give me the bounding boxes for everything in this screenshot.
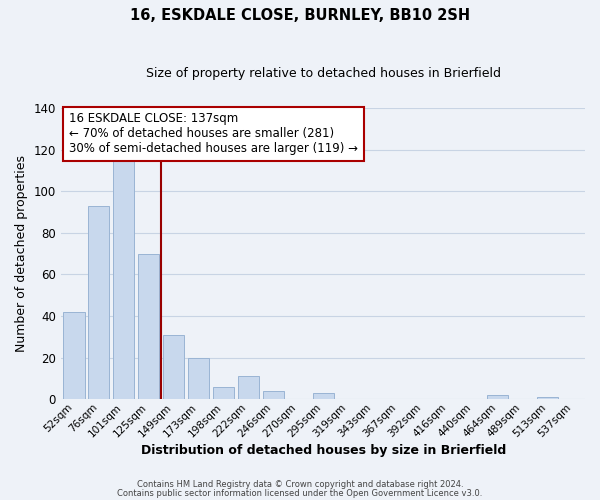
Text: Contains public sector information licensed under the Open Government Licence v3: Contains public sector information licen… bbox=[118, 488, 482, 498]
X-axis label: Distribution of detached houses by size in Brierfield: Distribution of detached houses by size … bbox=[140, 444, 506, 458]
Title: Size of property relative to detached houses in Brierfield: Size of property relative to detached ho… bbox=[146, 68, 501, 80]
Bar bbox=[313, 393, 334, 400]
Bar bbox=[213, 387, 234, 400]
Text: Contains HM Land Registry data © Crown copyright and database right 2024.: Contains HM Land Registry data © Crown c… bbox=[137, 480, 463, 489]
Bar bbox=[64, 312, 85, 400]
Bar bbox=[113, 158, 134, 400]
Bar bbox=[238, 376, 259, 400]
Bar bbox=[188, 358, 209, 400]
Bar bbox=[263, 391, 284, 400]
Bar bbox=[487, 395, 508, 400]
Bar bbox=[163, 335, 184, 400]
Y-axis label: Number of detached properties: Number of detached properties bbox=[15, 155, 28, 352]
Bar bbox=[88, 206, 109, 400]
Bar bbox=[138, 254, 160, 400]
Text: 16, ESKDALE CLOSE, BURNLEY, BB10 2SH: 16, ESKDALE CLOSE, BURNLEY, BB10 2SH bbox=[130, 8, 470, 22]
Text: 16 ESKDALE CLOSE: 137sqm
← 70% of detached houses are smaller (281)
30% of semi-: 16 ESKDALE CLOSE: 137sqm ← 70% of detach… bbox=[70, 112, 358, 156]
Bar bbox=[537, 397, 558, 400]
